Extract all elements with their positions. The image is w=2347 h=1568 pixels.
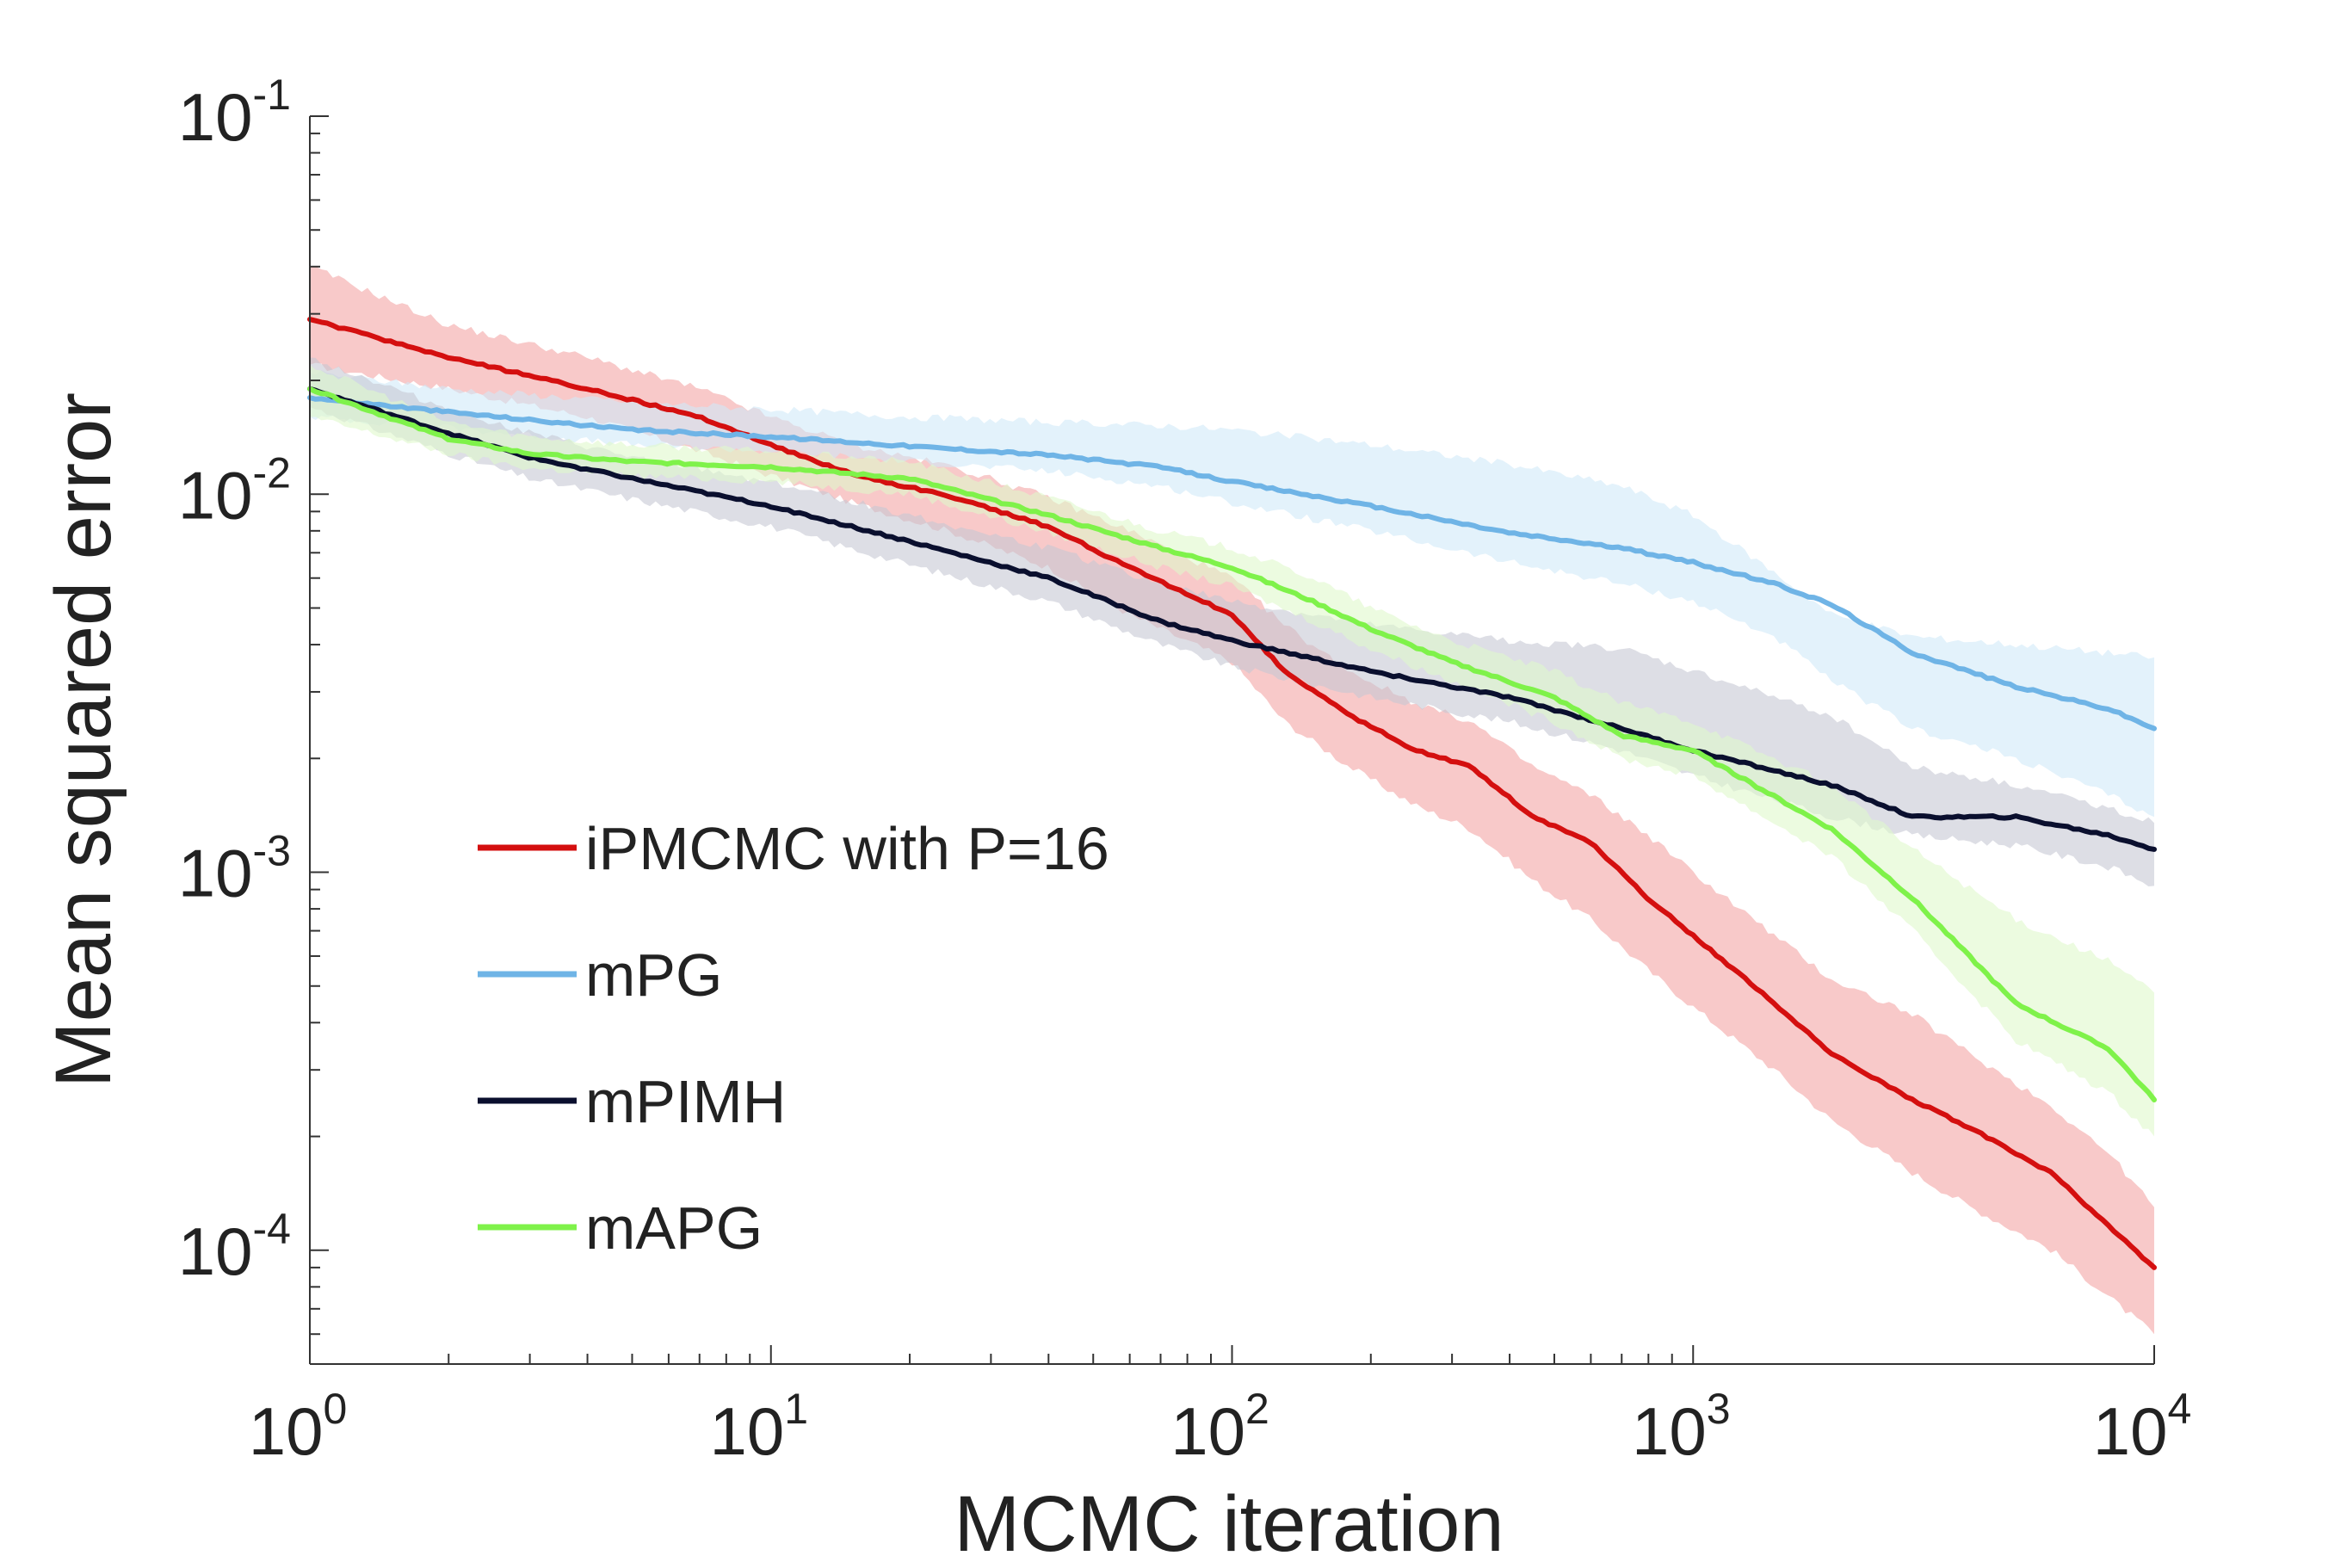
x-tick-label-1: 101: [709, 1385, 808, 1469]
x-tick-label-0: 100: [249, 1385, 348, 1469]
series-lines: [307, 317, 2157, 1270]
y-tick-label-2: 10-3: [178, 827, 291, 911]
y-axis-title: Mean squared error: [40, 392, 127, 1088]
legend-label-1: mPG: [585, 941, 722, 1009]
series-line-1: [307, 395, 2157, 732]
legend: iPMCMC with P=16 mPG mPIMH mAPG: [478, 815, 1109, 1262]
legend-label-0: iPMCMC with P=16: [585, 815, 1109, 882]
y-tick-label-0: 10-1: [178, 71, 291, 155]
band-3: [310, 364, 2154, 1137]
x-tick-label-3: 103: [1632, 1385, 1731, 1469]
tick-labels: 100 101 102 103 104 10-1 10-2 10-3 10-4: [178, 71, 2192, 1469]
x-tick-label-2: 102: [1170, 1385, 1269, 1469]
series-line-2: [307, 386, 2157, 852]
axes: [309, 116, 2154, 1365]
y-tick-label-3: 10-4: [178, 1205, 291, 1289]
legend-label-2: mPIMH: [585, 1068, 786, 1135]
x-axis-title: MCMC iteration: [954, 1480, 1504, 1564]
x-tick-label-4: 104: [2093, 1385, 2192, 1469]
ticks: [309, 115, 2155, 1365]
series-line-3: [307, 386, 2157, 1102]
band-0: [310, 266, 2154, 1335]
series-line-0: [307, 317, 2157, 1270]
y-tick-label-1: 10-2: [178, 448, 291, 533]
legend-label-3: mAPG: [585, 1195, 763, 1262]
